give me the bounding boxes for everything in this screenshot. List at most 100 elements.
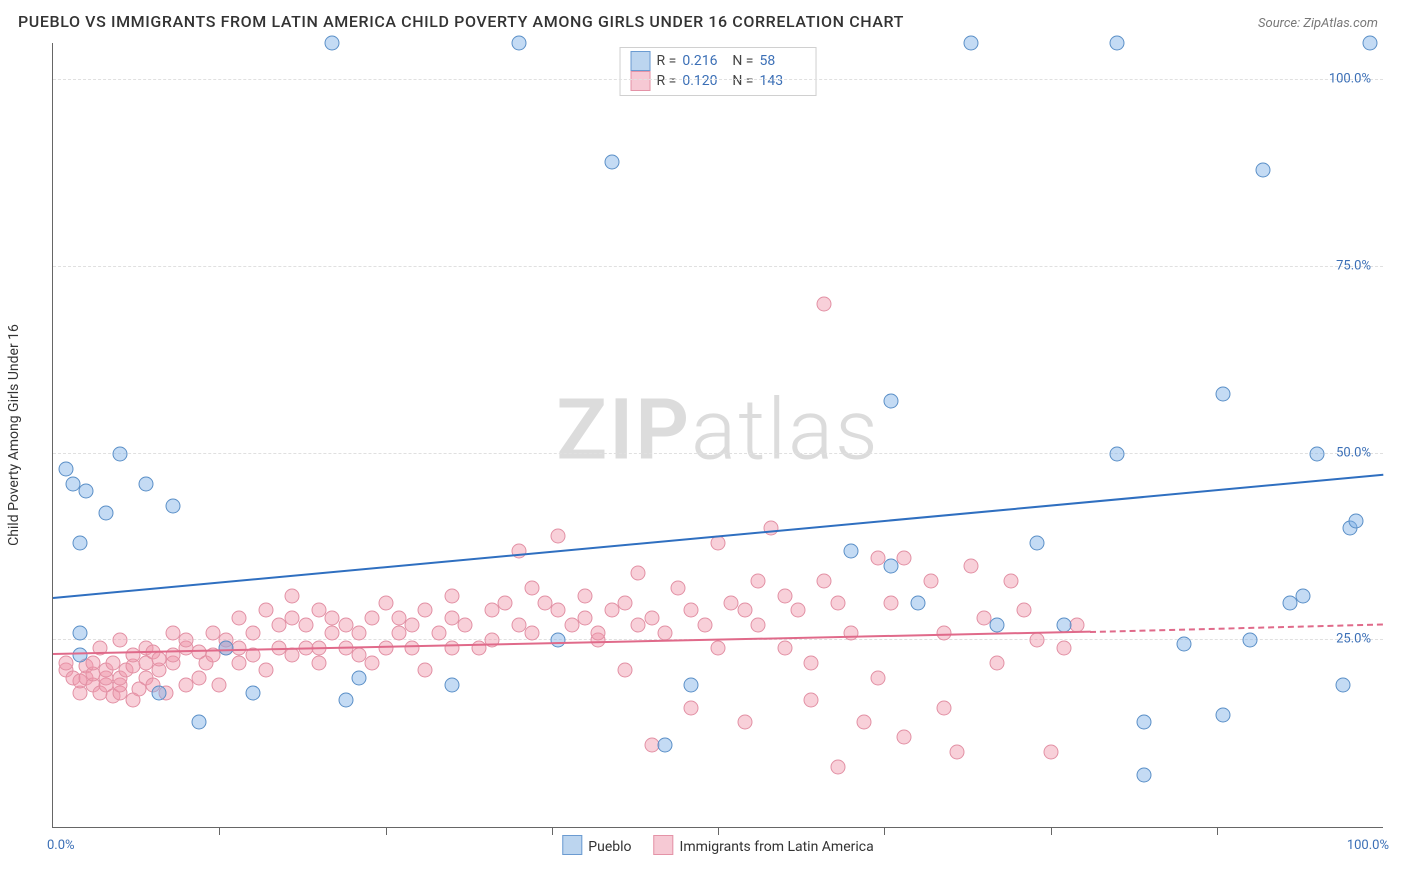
point-immigrants bbox=[365, 610, 380, 625]
legend-swatch-pueblo bbox=[562, 835, 582, 855]
point-immigrants bbox=[591, 625, 606, 640]
point-immigrants bbox=[551, 528, 566, 543]
point-immigrants bbox=[298, 618, 313, 633]
point-pueblo bbox=[883, 558, 898, 573]
point-pueblo bbox=[99, 506, 114, 521]
point-immigrants bbox=[817, 573, 832, 588]
point-immigrants bbox=[764, 521, 779, 536]
point-immigrants bbox=[232, 610, 247, 625]
chart-title: PUEBLO VS IMMIGRANTS FROM LATIN AMERICA … bbox=[18, 12, 904, 31]
point-pueblo bbox=[139, 476, 154, 491]
point-immigrants bbox=[405, 640, 420, 655]
point-immigrants bbox=[631, 566, 646, 581]
point-immigrants bbox=[212, 678, 227, 693]
point-pueblo bbox=[1362, 36, 1377, 51]
point-immigrants bbox=[777, 640, 792, 655]
point-pueblo bbox=[1136, 767, 1151, 782]
gridline bbox=[53, 453, 1383, 454]
point-pueblo bbox=[1110, 446, 1125, 461]
trend-pueblo bbox=[53, 474, 1383, 599]
point-immigrants bbox=[897, 551, 912, 566]
legend-stats: R =0.216 N =58 R =0.120 N =143 bbox=[620, 47, 817, 96]
point-pueblo bbox=[1309, 446, 1324, 461]
x-tick bbox=[1051, 827, 1052, 835]
point-pueblo bbox=[192, 715, 207, 730]
point-immigrants bbox=[671, 581, 686, 596]
point-pueblo bbox=[1296, 588, 1311, 603]
point-immigrants bbox=[697, 618, 712, 633]
point-immigrants bbox=[551, 603, 566, 618]
point-pueblo bbox=[844, 543, 859, 558]
point-immigrants bbox=[351, 625, 366, 640]
point-immigrants bbox=[258, 603, 273, 618]
point-immigrants bbox=[844, 625, 859, 640]
y-tick-label: 25.0% bbox=[1336, 632, 1371, 647]
point-pueblo bbox=[604, 155, 619, 170]
point-immigrants bbox=[258, 663, 273, 678]
point-immigrants bbox=[644, 610, 659, 625]
point-immigrants bbox=[365, 655, 380, 670]
x-axis-min-label: 0.0% bbox=[47, 838, 75, 853]
point-pueblo bbox=[72, 536, 87, 551]
y-tick-label: 50.0% bbox=[1336, 445, 1371, 460]
point-immigrants bbox=[524, 581, 539, 596]
point-immigrants bbox=[897, 730, 912, 745]
point-immigrants bbox=[711, 640, 726, 655]
point-pueblo bbox=[79, 484, 94, 499]
point-immigrants bbox=[1030, 633, 1045, 648]
point-pueblo bbox=[883, 394, 898, 409]
x-tick bbox=[1217, 827, 1218, 835]
point-pueblo bbox=[684, 678, 699, 693]
point-immigrants bbox=[458, 618, 473, 633]
point-pueblo bbox=[165, 498, 180, 513]
point-pueblo bbox=[963, 36, 978, 51]
point-immigrants bbox=[578, 588, 593, 603]
point-immigrants bbox=[857, 715, 872, 730]
point-pueblo bbox=[990, 618, 1005, 633]
point-immigrants bbox=[524, 625, 539, 640]
point-pueblo bbox=[511, 36, 526, 51]
point-pueblo bbox=[338, 693, 353, 708]
point-pueblo bbox=[72, 625, 87, 640]
point-immigrants bbox=[418, 603, 433, 618]
point-immigrants bbox=[737, 715, 752, 730]
point-immigrants bbox=[445, 640, 460, 655]
point-immigrants bbox=[750, 618, 765, 633]
x-tick bbox=[386, 827, 387, 835]
watermark: ZIPatlas bbox=[556, 381, 879, 480]
source-label: Source: ZipAtlas.com bbox=[1258, 16, 1378, 31]
point-immigrants bbox=[617, 596, 632, 611]
point-immigrants bbox=[179, 633, 194, 648]
point-immigrants bbox=[192, 670, 207, 685]
point-immigrants bbox=[830, 596, 845, 611]
point-immigrants bbox=[245, 625, 260, 640]
point-immigrants bbox=[830, 760, 845, 775]
point-immigrants bbox=[445, 588, 460, 603]
point-immigrants bbox=[285, 588, 300, 603]
legend-swatch-pueblo bbox=[631, 51, 651, 71]
point-immigrants bbox=[405, 618, 420, 633]
point-immigrants bbox=[817, 297, 832, 312]
point-pueblo bbox=[657, 737, 672, 752]
point-pueblo bbox=[445, 678, 460, 693]
point-pueblo bbox=[245, 685, 260, 700]
point-pueblo bbox=[910, 596, 925, 611]
point-immigrants bbox=[498, 596, 513, 611]
point-immigrants bbox=[617, 663, 632, 678]
x-tick bbox=[552, 827, 553, 835]
x-tick bbox=[884, 827, 885, 835]
point-immigrants bbox=[750, 573, 765, 588]
x-tick bbox=[718, 827, 719, 835]
gridline bbox=[53, 266, 1383, 267]
y-tick-label: 75.0% bbox=[1336, 259, 1371, 274]
point-pueblo bbox=[1349, 513, 1364, 528]
point-pueblo bbox=[1256, 162, 1271, 177]
y-axis-label: Child Poverty Among Girls Under 16 bbox=[6, 324, 22, 546]
point-immigrants bbox=[711, 536, 726, 551]
point-immigrants bbox=[1003, 573, 1018, 588]
legend-swatch-immigrants bbox=[654, 835, 674, 855]
point-pueblo bbox=[218, 640, 233, 655]
point-pueblo bbox=[72, 648, 87, 663]
point-immigrants bbox=[112, 633, 127, 648]
point-immigrants bbox=[883, 596, 898, 611]
